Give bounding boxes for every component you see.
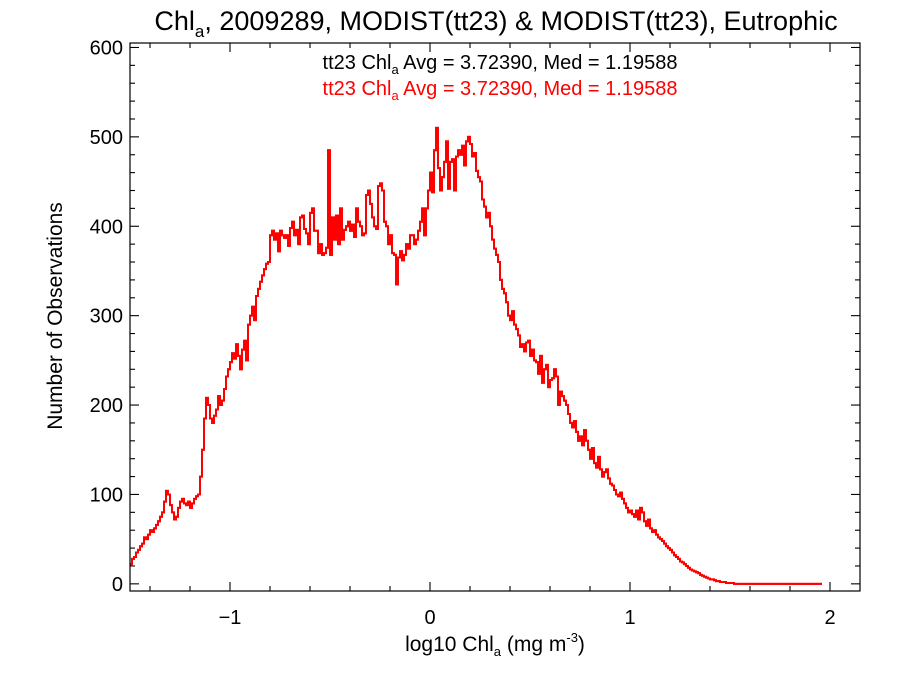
y-tick-label: 200 <box>90 395 123 417</box>
x-tick-label: 0 <box>424 607 435 629</box>
y-tick-label: 300 <box>90 306 123 328</box>
x-tick-label: −1 <box>219 607 242 629</box>
histogram-line-2 <box>130 126 822 585</box>
axis-ticks: −1 0 1 2 0 100 200 300 400 500 600 <box>90 37 860 629</box>
plot-frame <box>129 42 861 592</box>
y-tick-label: 500 <box>90 127 123 149</box>
y-tick-label: 400 <box>90 216 123 238</box>
x-axis-label: log10 Chla (mg m-3) <box>405 630 585 659</box>
y-tick-label: 100 <box>90 484 123 506</box>
stats-annotation-black: tt23 Chla Avg = 3.72390, Med = 1.19588 <box>323 52 678 77</box>
histogram-series <box>130 126 822 585</box>
y-tick-label: 0 <box>112 574 123 596</box>
y-tick-label: 600 <box>90 37 123 59</box>
stats-annotation-red: tt23 Chla Avg = 3.72390, Med = 1.19588 <box>323 78 678 103</box>
x-tick-label: 2 <box>824 607 835 629</box>
y-axis-label: Number of Observations <box>44 202 67 430</box>
x-tick-label: 1 <box>624 607 635 629</box>
chart-title: Chla, 2009289, MODIST(tt23) & MODIST(tt2… <box>154 6 837 41</box>
